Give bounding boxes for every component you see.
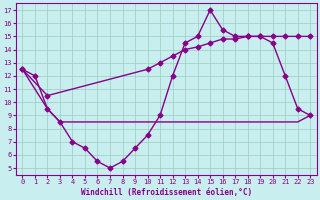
X-axis label: Windchill (Refroidissement éolien,°C): Windchill (Refroidissement éolien,°C)	[81, 188, 252, 197]
